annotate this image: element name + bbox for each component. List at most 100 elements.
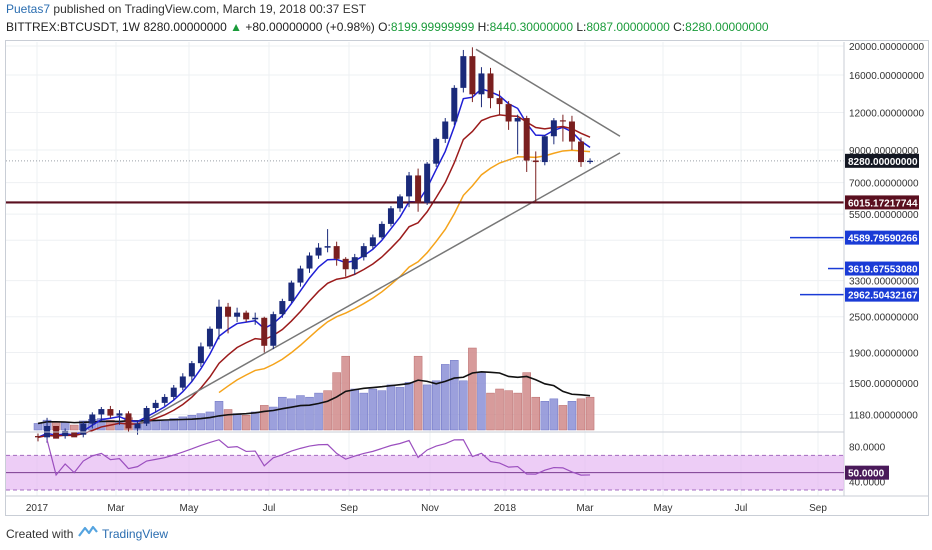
candle-body — [179, 376, 186, 388]
volume-bar — [178, 416, 188, 431]
candle-body — [523, 118, 530, 161]
price-tag-box — [845, 287, 919, 302]
candle-body — [451, 87, 458, 122]
volume-bar — [314, 392, 323, 431]
price-tick-label: 1900.00000000 — [849, 348, 919, 359]
candle-body — [116, 413, 123, 416]
candle-body — [188, 363, 195, 377]
price-tick-label: 1180.00000000 — [849, 410, 918, 421]
up-arrow-icon: ▲ — [230, 20, 243, 34]
low-label: L: — [576, 20, 587, 34]
candle-body — [324, 246, 331, 248]
volume-bar — [404, 382, 414, 431]
candle-body — [415, 175, 422, 203]
candle-body — [206, 328, 213, 347]
candle-body — [89, 414, 96, 424]
time-axis: 2017 Mar May Jul Sep Nov 2018 Mar May Jul Sep — [6, 495, 928, 514]
volume-bar — [585, 396, 595, 431]
close-label: C: — [673, 20, 686, 34]
candle-body — [487, 73, 494, 99]
candle-body — [279, 301, 286, 315]
volume-bar — [567, 401, 577, 431]
low-value: 8087.00000000 — [586, 20, 670, 34]
candle-body — [505, 104, 512, 122]
candle-body — [568, 121, 575, 142]
ema-mid-line — [37, 114, 591, 439]
tradingview-brand-link[interactable]: TradingView — [102, 527, 169, 541]
chart-frame — [5, 40, 929, 516]
volume-bar — [205, 411, 215, 431]
candle-body — [107, 409, 114, 416]
candle-body — [351, 257, 358, 270]
price-tag-label: 8280.00000000 — [848, 157, 918, 168]
volume-bar — [160, 420, 169, 431]
volume-bar — [486, 392, 495, 431]
rsi-tick-label: 40.0000 — [849, 477, 886, 488]
candle-body — [514, 118, 521, 122]
time-tick-label: Nov — [421, 503, 439, 514]
candle-body — [243, 312, 250, 320]
candle-body — [559, 120, 566, 122]
time-tick-label: 2018 — [494, 503, 517, 514]
candle-body — [134, 423, 141, 429]
high-value: 8440.30000000 — [489, 20, 574, 34]
candle-body — [360, 246, 367, 258]
last-price: 8280.00000000 — [143, 20, 227, 34]
volume-bar — [450, 360, 459, 431]
candle-body — [460, 56, 467, 88]
candle-body — [578, 141, 584, 163]
volume-bar — [441, 364, 450, 431]
volume-bar — [540, 401, 550, 431]
descending-trendline — [475, 48, 621, 137]
time-tick-label: Mar — [576, 503, 594, 514]
candle-body — [333, 246, 340, 259]
volume-bar — [33, 423, 43, 431]
open-label: O: — [378, 20, 391, 34]
price-tick-label: 12000.00000000 — [849, 109, 925, 120]
candle-body — [469, 56, 476, 95]
symbol-label[interactable]: BITTREX:BTCUSDT, 1W — [6, 20, 141, 34]
candle-body — [532, 160, 539, 163]
time-tick-label: Mar — [107, 503, 125, 514]
price-tick-label: 16000.00000000 — [849, 71, 925, 82]
volume-bar — [305, 396, 314, 431]
candle-body — [342, 258, 349, 270]
candles — [35, 47, 594, 443]
candle-body — [170, 387, 177, 397]
created-with-text: Created with — [6, 527, 74, 541]
price-tag-label: 4589.79590266 — [848, 234, 918, 245]
volume-bar — [422, 384, 432, 431]
rsi-tick-label: 80.0000 — [849, 443, 886, 454]
price-tag-label: 3619.67553080 — [848, 265, 918, 276]
candle-body — [496, 98, 503, 105]
price-chart[interactable]: 20000.00000000 16000.00000000 12000.000000… — [0, 0, 932, 516]
candle-body — [98, 409, 105, 415]
price-tick-label: 2500.00000000 — [849, 313, 919, 324]
tradingview-logo-icon[interactable] — [78, 525, 98, 539]
footer: Created with TradingView — [0, 516, 932, 550]
time-tick-label: Sep — [340, 503, 358, 514]
volume-bar — [431, 380, 441, 431]
candle-body — [478, 73, 485, 95]
price-axis: 20000.00000000 16000.00000000 12000.000000… — [843, 42, 925, 496]
author-link[interactable]: Puetas7 — [6, 2, 51, 16]
volume-bar — [269, 406, 278, 431]
volume-bars — [33, 347, 595, 431]
volume-bar — [477, 372, 486, 431]
volume-bar — [413, 355, 423, 431]
candle-body — [288, 282, 295, 302]
candle-body — [433, 138, 440, 164]
volume-bar — [513, 392, 522, 431]
candle-body — [197, 346, 204, 364]
close-value: 8280.00000000 — [685, 20, 769, 34]
published-text: published on TradingView.com, March 19, … — [53, 2, 367, 16]
publish-line: Puetas7 published on TradingView.com, Ma… — [6, 2, 366, 16]
candle-body — [541, 136, 548, 163]
candle-body — [587, 160, 594, 163]
time-tick-label: May — [654, 503, 673, 514]
candle-body — [35, 436, 41, 438]
volume-bar — [576, 398, 586, 431]
price-tags: 8280.00000000 6015.17217744 4589.79590266 3… — [845, 153, 919, 302]
volume-bar — [169, 418, 178, 431]
